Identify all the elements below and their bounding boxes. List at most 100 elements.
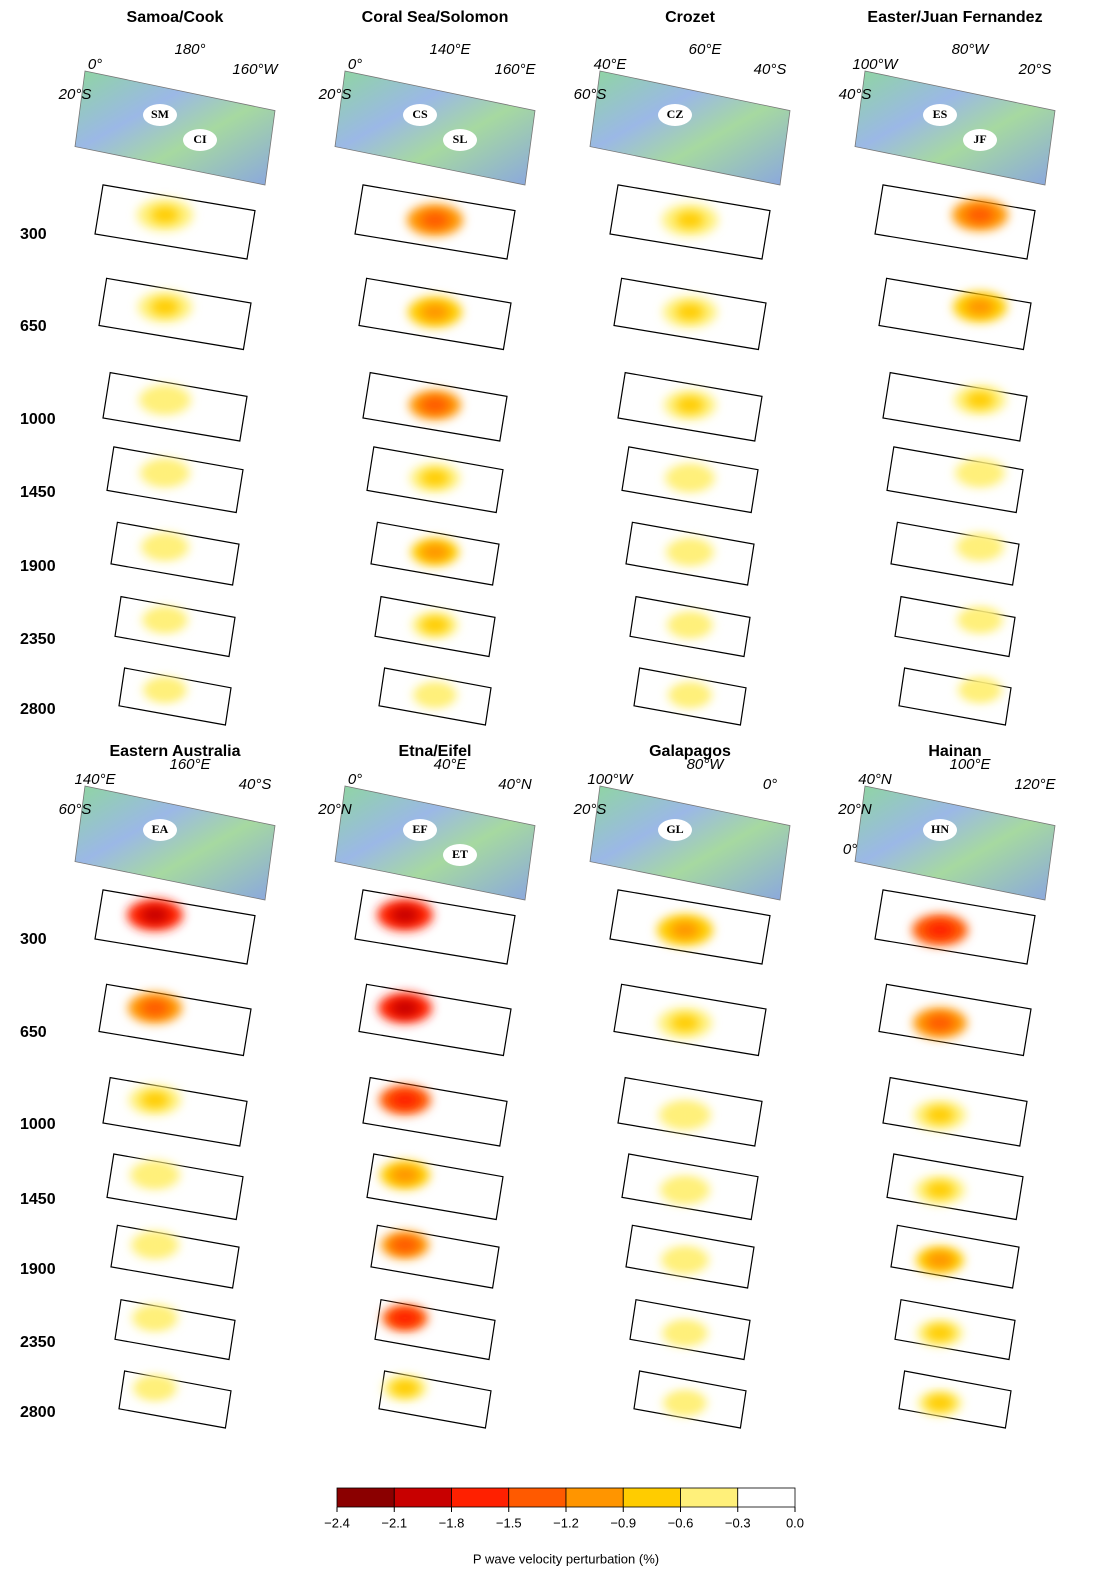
anomaly-core [926,1252,954,1268]
slice-face [119,1371,231,1428]
depth-slice [355,185,515,259]
coordinate-label: 0° [763,776,777,793]
depth-slice [103,1078,247,1146]
coordinate-label: 160°E [494,61,536,78]
depth-slice [875,890,1035,964]
depth-slice [363,373,507,441]
anomaly-core [966,539,994,555]
coordinate-label: 60°E [689,41,723,58]
depth-slice [367,1154,503,1220]
colorbar-tick-label: −1.8 [439,1515,465,1530]
anomaly-core [421,304,449,320]
surface-map [75,786,275,900]
slice-face [103,1078,247,1146]
surface-map [75,71,275,185]
depth-slice [95,185,255,259]
depth-slice [626,1225,754,1288]
coordinate-label: 20°S [1018,61,1052,78]
hotspot-label: CZ [667,107,684,121]
hotspot-label: SM [151,107,169,121]
colorbar-tick-label: −0.6 [668,1515,694,1530]
depth-label: 2350 [20,631,56,648]
hotspot-label: CS [412,107,428,121]
coordinate-label: 160°E [169,756,211,773]
coordinate-label: 60°S [59,801,92,818]
anomaly-core [421,687,449,703]
anomaly-core [151,392,179,408]
colorbar-bin [509,1488,566,1507]
colorbar-tick-label: 0.0 [786,1515,804,1530]
anomaly-core [966,207,994,223]
coordinate-label: 0° [843,841,857,858]
slice-face [879,278,1031,349]
anomaly-core [676,687,704,703]
slice-face [367,1154,503,1220]
panel-title: Samoa/Cook [127,9,224,26]
anomaly-core [671,1325,699,1341]
anomaly-core [926,1395,954,1411]
depth-slice [371,1225,499,1288]
coordinate-label: 80°W [952,41,991,58]
depth-slice [875,185,1035,259]
anomaly-core [151,612,179,628]
anomaly-core [151,465,179,481]
surface-map [335,71,535,185]
depth-label: 2800 [20,1404,56,1421]
colorbar-bin [566,1488,623,1507]
anomaly-core [391,1380,419,1396]
depth-slice [618,1078,762,1146]
colorbar-bin [337,1488,394,1507]
depth-slice [375,597,495,657]
depth-slice [103,373,247,441]
surface-map [855,786,1055,900]
anomaly-core [926,1182,954,1198]
coordinate-label: 0° [348,56,362,73]
coordinate-label: 40°E [434,756,468,773]
depth-slice [610,185,770,259]
anomaly-core [141,1167,169,1183]
anomaly-core [676,470,704,486]
anomaly-core [421,212,449,228]
coordinate-label: 40°N [498,776,532,793]
colorbar-tick-label: −0.9 [610,1515,636,1530]
colorbar-tick-label: −2.4 [324,1515,350,1530]
anomaly-core [966,299,994,315]
surface-map [590,71,790,185]
anomaly-core [926,1107,954,1123]
depth-slice [895,597,1015,657]
coordinate-label: 20°S [58,86,92,103]
anomaly-core [926,922,954,938]
anomaly-core [151,682,179,698]
depth-label: 2800 [20,701,56,718]
hotspot-label: HN [931,822,949,836]
depth-slice [622,1154,758,1220]
anomaly-core [391,1000,419,1016]
coordinate-label: 20°S [318,86,352,103]
hotspot-label: JF [973,132,986,146]
anomaly-core [141,1380,169,1396]
anomaly-core [391,1237,419,1253]
depth-slice [899,668,1011,725]
coordinate-label: 40°S [754,61,787,78]
coordinate-label: 0° [348,771,362,788]
anomaly-core [141,1000,169,1016]
depth-slice [367,447,503,513]
depth-slice [630,597,750,657]
coordinate-label: 80°W [687,756,726,773]
coordinate-label: 0° [88,56,102,73]
slice-face [115,1300,235,1360]
depth-label: 1000 [20,411,56,428]
depth-slice [111,522,239,585]
depth-slice [359,984,511,1055]
anomaly-core [141,1237,169,1253]
depth-slice [891,522,1019,585]
depth-slice [610,890,770,964]
coordinate-label: 40°E [594,56,628,73]
anomaly-core [676,212,704,228]
panel-title: Coral Sea/Solomon [362,9,509,26]
hotspot-label: CI [193,132,207,146]
depth-slice [99,984,251,1055]
hotspot-label: SL [453,132,468,146]
panel-title: Crozet [665,9,715,26]
surface-map [590,786,790,900]
